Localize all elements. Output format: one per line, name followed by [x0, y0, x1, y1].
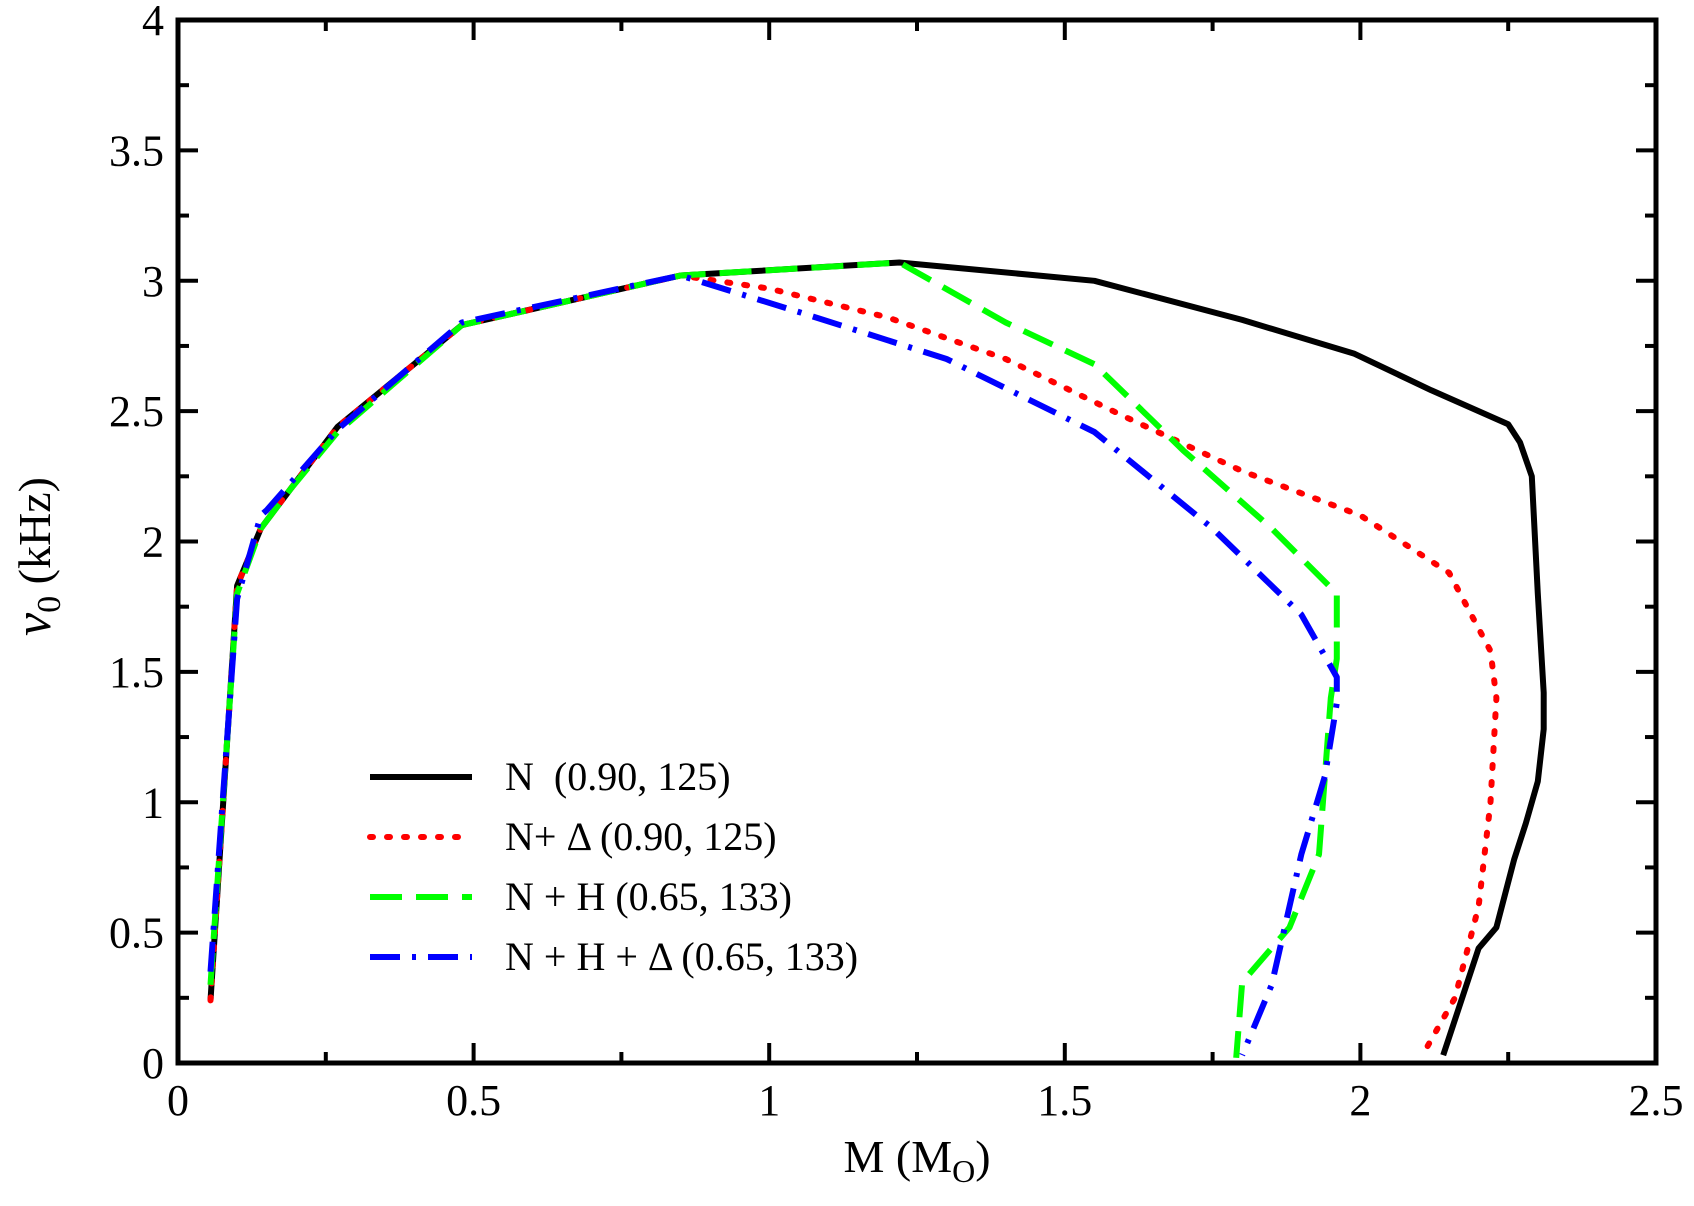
x-tick-label: 2: [1349, 1076, 1371, 1125]
y-axis-label: ν0 (kHz): [5, 477, 68, 636]
x-axis-label: M (MO): [843, 1131, 990, 1189]
y-tick-label: 1.5: [109, 648, 164, 697]
series-line-3: [207, 259, 1340, 1059]
y-axis-label-unit: (kHz): [9, 477, 60, 596]
x-axis-label-close: ): [975, 1131, 990, 1182]
x-axis-label-subscript: O: [952, 1153, 975, 1189]
x-tick-labels: 0 0.5 1 1.5 2 2.5: [167, 1076, 1684, 1125]
y-tick-labels: 0 0.5 1 1.5 2 2.5 3 3.5 4: [109, 0, 164, 1088]
legend-label-3: N + H (0.65, 133): [505, 874, 792, 919]
y-tick-label: 2: [142, 518, 164, 567]
x-tick-label: 0.5: [446, 1076, 501, 1125]
series-lines: [207, 259, 1547, 1059]
series-line-2: [207, 272, 1500, 1053]
x-tick-label: 0: [167, 1076, 189, 1125]
x-tick-label: 2.5: [1629, 1076, 1684, 1125]
y-axis-label-symbol: ν: [5, 612, 62, 636]
y-tick-label: 2.5: [109, 387, 164, 436]
series-line-4: [207, 272, 1340, 1057]
axis-ticks: [176, 18, 1658, 1065]
legend-label-4: N + H + Δ (0.65, 133): [505, 934, 858, 979]
y-tick-label: 0: [142, 1039, 164, 1088]
x-axis-label-main: M (M: [843, 1131, 952, 1182]
x-tick-label: 1: [758, 1076, 780, 1125]
x-tick-label: 1.5: [1037, 1076, 1092, 1125]
y-tick-label: 4: [142, 0, 164, 45]
y-tick-label: 1: [142, 778, 164, 827]
legend: N (0.90, 125) N+ Δ (0.90, 125) N + H (0.65…: [367, 754, 858, 979]
legend-label-1: N (0.90, 125): [505, 754, 731, 799]
y-axis-label-subscript: 0: [31, 596, 68, 613]
y-tick-label: 3: [142, 257, 164, 306]
plot-frame: [175, 17, 1659, 1066]
y-tick-label: 0.5: [109, 909, 164, 958]
y-tick-label: 3.5: [109, 126, 164, 175]
legend-label-2: N+ Δ (0.90, 125): [505, 814, 777, 859]
series-line-1: [207, 259, 1547, 1057]
